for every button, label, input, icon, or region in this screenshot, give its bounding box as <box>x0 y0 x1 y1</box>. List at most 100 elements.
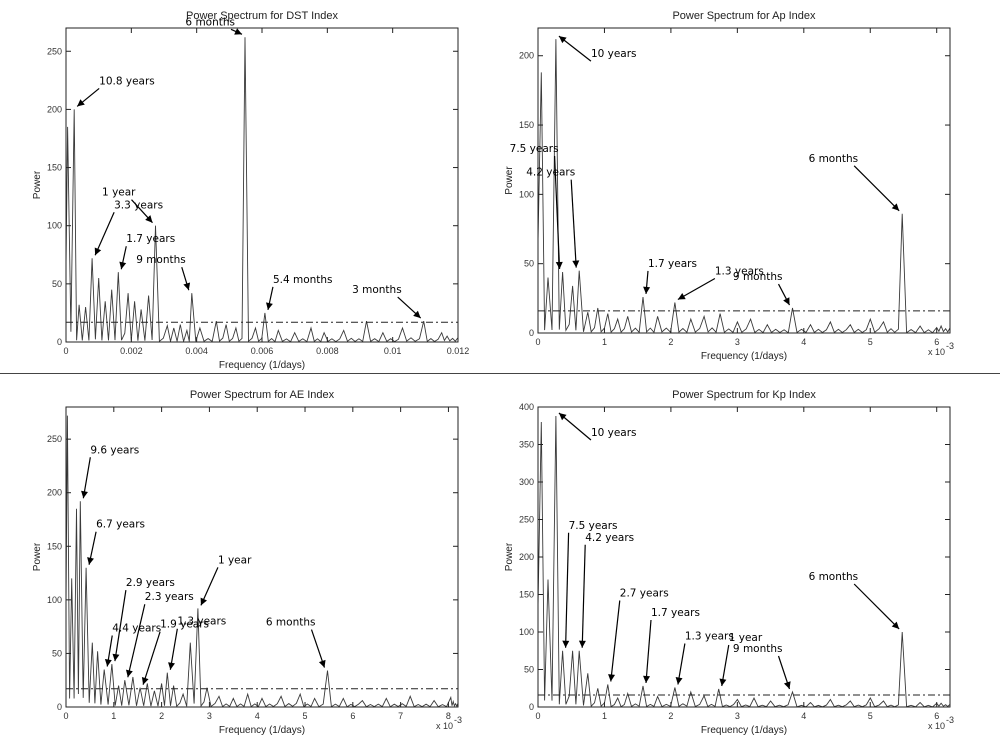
x-scale-factor: x 10 <box>928 721 945 731</box>
y-tick-label: 200 <box>47 488 62 498</box>
annotation-arrowhead <box>119 261 127 270</box>
x-tick-label: 4 <box>801 337 806 347</box>
annotation-label: 10.8 years <box>99 75 155 87</box>
annotation-label: 1 year <box>729 632 763 644</box>
y-tick-label: 50 <box>52 279 62 289</box>
annotation-label: 1.3 years <box>685 631 734 643</box>
annotation-label: 7.5 years <box>569 520 618 532</box>
annotation-arrowhead <box>413 310 421 319</box>
annotation-label: 1.3 years <box>177 616 226 628</box>
y-tick-label: 50 <box>524 259 534 269</box>
x-tick-label: 0 <box>535 337 540 347</box>
annotation-label: 3.3 years <box>114 199 163 211</box>
x-scale-exponent: -3 <box>946 341 954 351</box>
x-tick-label: 3 <box>735 711 740 721</box>
x-scale-exponent: -3 <box>946 715 954 725</box>
annotation-arrowhead <box>183 282 191 291</box>
annotation-label: 1.7 years <box>648 258 697 270</box>
y-tick-label: 0 <box>529 328 534 338</box>
y-axis-label: Power <box>32 542 43 571</box>
annotation-label: 1.9 years <box>160 619 209 631</box>
annotation-arrowhead <box>200 597 207 606</box>
x-tick-label: 0.01 <box>384 346 402 356</box>
annotation-label: 4.2 years <box>585 532 634 544</box>
y-tick-label: 200 <box>519 552 534 562</box>
annotation-label: 2.9 years <box>126 577 175 589</box>
annotation-arrowhead <box>87 557 94 565</box>
chart-panel-3: Power Spectrum for AE Index 0 1 2 3 4 5 6 7 8 0 50 1… <box>32 389 462 736</box>
x-tick-label: 2 <box>668 337 673 347</box>
chart-panel-4: Power Spectrum for Kp Index 0 1 2 3 4 5 6 0 50 100… <box>504 389 954 736</box>
y-tick-label: 150 <box>47 541 62 551</box>
annotation-arrowhead <box>168 662 175 670</box>
annotation-arrowhead <box>558 36 567 44</box>
x-tick-label: 0 <box>535 711 540 721</box>
y-axis-label: Power <box>32 170 43 199</box>
annotation-arrowhead <box>558 413 567 421</box>
annotation-arrowhead <box>266 302 273 310</box>
plot-frame <box>65 406 459 708</box>
annotation-arrowhead <box>719 678 727 686</box>
annotation-arrow <box>114 590 127 662</box>
annotation-arrow <box>853 583 900 630</box>
x-tick-label: 4 <box>801 711 806 721</box>
annotation-arrowhead <box>234 28 243 35</box>
x-tick-label: 0.012 <box>447 346 470 356</box>
y-tick-label: 150 <box>519 120 534 130</box>
annotation-arrowhead <box>555 261 563 269</box>
annotation-arrowhead <box>562 640 570 648</box>
x-tick-label: 1 <box>111 711 116 721</box>
annotation-arrow <box>610 600 621 682</box>
annotation-arrowhead <box>608 674 616 682</box>
y-axis-label: Power <box>504 166 515 195</box>
annotation-label: 1.7 years <box>126 233 175 245</box>
x-tick-label: 5 <box>868 711 873 721</box>
annotation-arrowhead <box>578 640 586 648</box>
annotation-label: 6 months <box>809 571 859 583</box>
y-tick-label: 400 <box>519 402 534 412</box>
annotation-label: 5.4 months <box>273 274 333 286</box>
annotation-arrowhead <box>677 293 686 300</box>
y-tick-label: 100 <box>47 595 62 605</box>
x-tick-label: 2 <box>668 711 673 721</box>
y-tick-label: 200 <box>47 104 62 114</box>
annotation-label: 1.3 years <box>715 266 764 278</box>
annotation-label: 1 year <box>102 187 136 199</box>
x-axis-label: Frequency (1/days) <box>701 725 787 736</box>
annotation-label: 9 months <box>136 254 186 266</box>
y-tick-label: 100 <box>47 221 62 231</box>
annotation-arrowhead <box>125 669 133 678</box>
x-tick-label: 2 <box>159 711 164 721</box>
x-tick-label: 0 <box>63 711 68 721</box>
x-tick-label: 5 <box>303 711 308 721</box>
x-tick-label: 1 <box>602 711 607 721</box>
x-tick-label: 6 <box>350 711 355 721</box>
x-tick-label: 0 <box>63 346 68 356</box>
x-tick-label: 0.008 <box>316 346 339 356</box>
annotation-arrowhead <box>81 490 88 499</box>
annotation-label: 4.4 years <box>112 623 161 635</box>
annotation-label: 10 years <box>591 48 637 60</box>
y-tick-label: 250 <box>519 515 534 525</box>
y-tick-label: 0 <box>57 337 62 347</box>
annotation-arrow <box>570 179 577 268</box>
y-tick-label: 250 <box>47 46 62 56</box>
spectrum-line <box>66 415 458 707</box>
annotation-label: 6.7 years <box>96 519 145 531</box>
x-axis-label: Frequency (1/days) <box>219 360 305 371</box>
annotation-label: 3 months <box>352 284 402 296</box>
annotation-arrowhead <box>891 203 900 211</box>
x-tick-label: 8 <box>446 711 451 721</box>
x-scale-factor: x 10 <box>928 347 945 357</box>
spectrum-line <box>538 415 950 707</box>
annotation-label: 10 years <box>591 427 637 439</box>
annotation-arrowhead <box>104 659 112 667</box>
annotation-label: 2.7 years <box>620 588 669 600</box>
annotation-label: 9 months <box>733 643 783 655</box>
x-axis-label: Frequency (1/days) <box>701 351 787 362</box>
annotation-arrow <box>564 532 570 648</box>
annotation-arrowhead <box>572 260 580 268</box>
chart-panel-1: Power Spectrum for DST Index 0 0.002 0.004 0… <box>32 10 469 371</box>
annotation-arrow <box>127 604 146 678</box>
